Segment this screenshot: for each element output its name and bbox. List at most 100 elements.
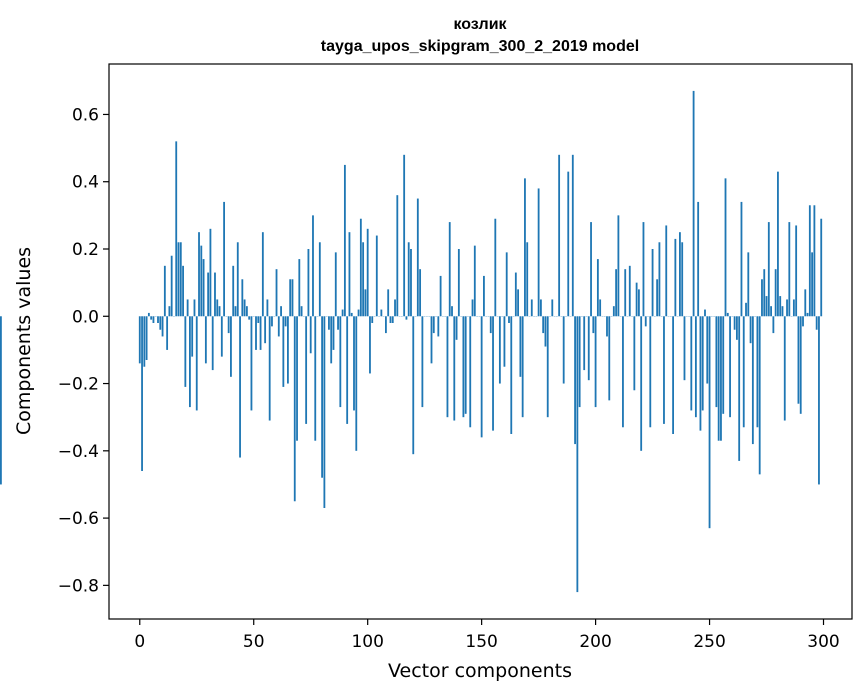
bar — [186, 299, 189, 317]
bar — [765, 296, 768, 317]
bar — [517, 289, 520, 317]
y-tick-label: −0.4 — [58, 442, 99, 462]
bar — [514, 272, 517, 317]
bar — [334, 252, 337, 317]
bar — [811, 252, 814, 317]
bar — [758, 316, 761, 475]
bar — [699, 316, 702, 431]
bar — [724, 178, 727, 317]
bar — [143, 316, 146, 367]
bar — [277, 316, 280, 337]
bar — [245, 306, 248, 317]
bar — [542, 316, 545, 334]
bar — [546, 316, 549, 418]
bar — [312, 215, 314, 317]
bar — [300, 306, 303, 317]
bar — [590, 222, 592, 317]
bar — [138, 316, 141, 364]
bar — [446, 316, 449, 418]
x-tick-label: 300 — [807, 632, 839, 652]
bar — [410, 249, 412, 317]
bar — [578, 316, 581, 408]
bar — [209, 228, 212, 317]
bar — [218, 306, 221, 317]
bar — [672, 316, 674, 434]
bar — [519, 316, 522, 377]
bar — [813, 205, 816, 317]
bar — [193, 299, 196, 317]
y-tick-label: 0.4 — [72, 173, 99, 193]
bar — [232, 265, 235, 317]
bars-group — [0, 90, 823, 593]
bar — [375, 235, 378, 317]
bar — [314, 316, 317, 441]
bar — [510, 316, 513, 434]
bar — [797, 316, 800, 404]
bar — [701, 316, 704, 411]
bar — [371, 316, 374, 323]
bar — [227, 316, 230, 334]
bar — [594, 316, 597, 408]
bar — [539, 299, 542, 317]
bar — [756, 316, 759, 428]
bar — [558, 154, 561, 317]
bar — [353, 316, 355, 411]
bar — [350, 312, 353, 317]
bar — [592, 316, 595, 334]
bar — [323, 316, 326, 508]
bar — [236, 242, 239, 317]
plot-frame — [108, 63, 853, 620]
bar — [733, 316, 736, 330]
bar — [642, 222, 645, 317]
bar — [259, 316, 262, 350]
bar — [777, 171, 779, 317]
bar — [615, 269, 618, 317]
bar — [200, 245, 203, 317]
bar — [264, 316, 267, 344]
bar — [182, 265, 184, 317]
bar — [524, 178, 526, 317]
bar — [243, 299, 246, 317]
bar — [656, 279, 659, 317]
bar — [341, 309, 344, 317]
bar — [168, 306, 171, 317]
bar — [337, 316, 339, 330]
bar — [348, 232, 351, 317]
bar — [583, 316, 586, 371]
bar — [551, 299, 554, 317]
bar — [266, 299, 269, 317]
x-tick-label: 200 — [579, 632, 611, 652]
bar — [403, 154, 406, 317]
bar — [530, 299, 533, 317]
bar — [284, 316, 287, 327]
bar — [622, 316, 624, 428]
x-tick-label: 0 — [134, 632, 145, 652]
y-axis-ticks: −0.8 −0.6 −0.4 −0.2 0.0 0.2 0.4 0.6 — [58, 105, 109, 596]
y-tick-label: −0.2 — [58, 375, 99, 395]
bar — [385, 316, 387, 334]
bar — [637, 289, 640, 317]
bar — [783, 316, 786, 421]
bar — [161, 316, 164, 337]
bar — [462, 316, 465, 418]
bar — [722, 316, 725, 414]
bar — [453, 316, 456, 421]
bar — [152, 316, 155, 323]
x-tick-label: 100 — [351, 632, 383, 652]
bar — [239, 316, 241, 458]
bar — [380, 309, 383, 317]
x-axis-label: Vector components — [388, 660, 572, 682]
chart-title: козлик — [453, 16, 507, 33]
bar — [708, 316, 711, 529]
bar — [346, 316, 349, 424]
bar — [255, 316, 257, 350]
bar — [761, 279, 763, 317]
bar — [767, 222, 770, 317]
bar — [391, 316, 394, 323]
bar — [439, 275, 442, 317]
bar — [166, 316, 169, 350]
bar — [248, 316, 251, 320]
bar — [692, 90, 695, 317]
bar — [230, 316, 232, 377]
y-tick-label: −0.8 — [58, 576, 99, 596]
